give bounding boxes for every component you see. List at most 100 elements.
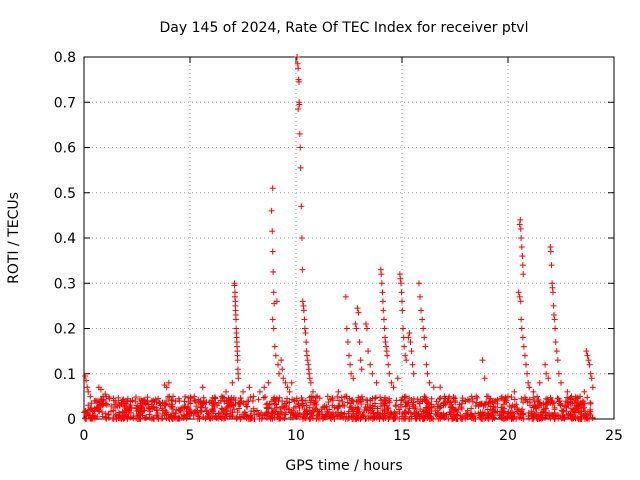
data-point — [568, 393, 575, 400]
data-point — [518, 235, 525, 241]
data-point — [543, 370, 550, 377]
data-point — [354, 305, 361, 312]
baseline-point — [237, 394, 244, 401]
baseline-point — [148, 415, 155, 422]
baseline-point — [84, 409, 91, 416]
baseline-point — [278, 410, 285, 417]
baseline-point — [582, 408, 589, 415]
data-point — [399, 307, 406, 314]
data-point — [197, 397, 204, 404]
data-point — [419, 316, 426, 323]
baseline-point — [372, 394, 379, 401]
data-point — [278, 357, 285, 364]
baseline-point — [105, 411, 112, 418]
baseline-point — [355, 398, 362, 405]
data-point — [373, 379, 380, 386]
data-point — [85, 388, 92, 395]
data-point — [526, 384, 533, 391]
data-point — [386, 370, 393, 377]
baseline-point — [412, 404, 419, 411]
baseline-point — [587, 399, 594, 406]
data-point — [306, 370, 313, 377]
baseline-point — [585, 415, 592, 422]
baseline-point — [99, 413, 106, 420]
data-point — [106, 395, 113, 402]
baseline-point — [227, 403, 234, 410]
data-point — [415, 280, 422, 287]
baseline-point — [159, 410, 166, 417]
baseline-point — [203, 407, 210, 414]
data-point — [382, 339, 389, 346]
baseline-point — [581, 400, 588, 407]
baseline-point — [551, 404, 558, 411]
baseline-point — [338, 413, 345, 420]
data-point — [554, 357, 561, 364]
x-tick-label: 5 — [186, 428, 195, 444]
baseline-point — [511, 396, 518, 403]
data-point — [294, 54, 301, 60]
data-point — [346, 352, 352, 359]
baseline-point — [181, 412, 188, 419]
baseline-point — [564, 394, 571, 401]
baseline-point — [215, 410, 222, 417]
baseline-point — [89, 408, 96, 415]
baseline-point — [136, 396, 143, 403]
data-point — [246, 384, 253, 391]
baseline-point — [452, 406, 459, 413]
baseline-point — [360, 411, 367, 418]
data-point — [536, 379, 543, 386]
baseline-point — [273, 401, 280, 408]
baseline-point — [185, 394, 192, 401]
baseline-point — [518, 395, 525, 402]
baseline-point — [146, 411, 153, 418]
baseline-point — [435, 415, 442, 422]
data-point — [231, 282, 238, 289]
baseline-point — [255, 396, 262, 403]
data-point — [405, 334, 412, 341]
baseline-point — [271, 414, 278, 421]
baseline-point — [121, 409, 128, 416]
baseline-point — [262, 393, 269, 400]
data-point — [297, 144, 304, 151]
data-point — [199, 384, 206, 391]
data-point — [408, 348, 415, 355]
data-point — [352, 320, 359, 327]
data-point — [525, 379, 532, 386]
data-point — [397, 280, 404, 287]
baseline-point — [510, 415, 517, 422]
baseline-point — [249, 397, 256, 404]
baseline-point — [218, 415, 225, 422]
baseline-point — [365, 407, 372, 414]
data-point — [388, 379, 395, 386]
baseline-point — [324, 408, 331, 415]
data-point — [306, 375, 313, 382]
data-point — [288, 379, 295, 386]
baseline-point — [474, 394, 481, 401]
baseline-point — [580, 405, 587, 412]
baseline-point — [185, 405, 192, 412]
data-point — [422, 343, 429, 350]
baseline-point — [163, 415, 170, 422]
baseline-point — [445, 415, 452, 422]
baseline-point — [478, 415, 485, 422]
baseline-point — [277, 405, 284, 412]
baseline-point — [489, 407, 496, 414]
baseline-point — [424, 415, 431, 422]
baseline-point — [472, 410, 479, 417]
baseline-point — [525, 413, 532, 420]
baseline-point — [211, 394, 218, 401]
data-point — [548, 262, 555, 269]
y-tick-label: 0.7 — [54, 95, 76, 111]
baseline-point — [330, 412, 337, 419]
baseline-point — [473, 399, 480, 406]
baseline-point — [584, 394, 591, 401]
baseline-point — [402, 393, 409, 400]
baseline-point — [321, 403, 328, 410]
baseline-point — [421, 393, 428, 400]
baseline-point — [587, 406, 594, 413]
baseline-point — [187, 409, 194, 416]
data-point — [505, 393, 511, 400]
data-point — [511, 388, 518, 395]
y-tick-label: 0.5 — [54, 186, 76, 202]
baseline-point — [571, 407, 578, 414]
